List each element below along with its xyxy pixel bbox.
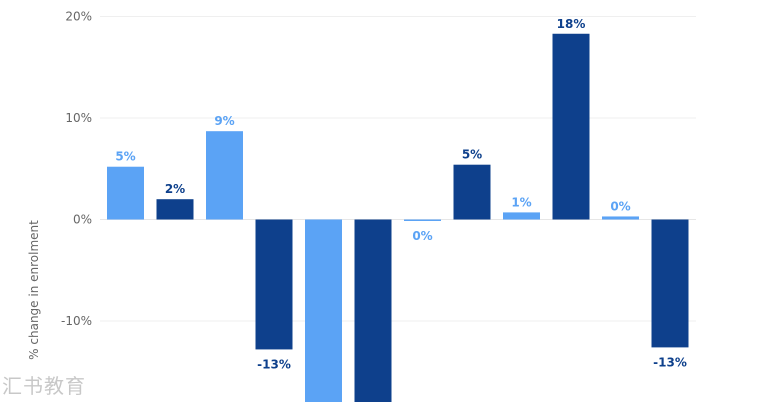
data-label: 0% xyxy=(610,199,630,213)
bar xyxy=(206,131,243,220)
bar xyxy=(602,216,639,220)
bar xyxy=(552,33,590,220)
y-tick-label: 20% xyxy=(65,10,92,24)
data-label: 0% xyxy=(412,229,432,243)
bar xyxy=(404,219,441,221)
bar xyxy=(156,199,194,220)
data-label: -13% xyxy=(653,355,687,369)
watermark-text: 汇书教育 xyxy=(2,374,86,398)
data-label: 18% xyxy=(557,17,586,31)
bar xyxy=(107,166,144,220)
bar xyxy=(453,164,491,220)
data-label: 9% xyxy=(214,114,234,128)
y-tick-label: -10% xyxy=(61,314,92,328)
data-label: 2% xyxy=(165,182,185,196)
data-labels: 5% 2% 9% -13% 0% 5% 1% 18% 0% -13% xyxy=(115,17,687,372)
bar xyxy=(651,219,689,348)
y-tick-label: 10% xyxy=(65,111,92,125)
bar xyxy=(503,212,540,220)
data-label: 1% xyxy=(511,195,531,209)
bar xyxy=(255,219,293,350)
data-label: -13% xyxy=(257,357,291,371)
bar xyxy=(305,219,342,402)
data-label: 5% xyxy=(115,150,135,164)
bar xyxy=(354,219,392,402)
y-axis: 20% 10% 0% -10% xyxy=(61,10,92,329)
gridlines xyxy=(100,16,696,322)
y-axis-label: % change in enrolment xyxy=(27,220,41,360)
bars xyxy=(107,33,689,402)
y-tick-label: 0% xyxy=(73,213,92,227)
data-label: 5% xyxy=(462,148,482,162)
